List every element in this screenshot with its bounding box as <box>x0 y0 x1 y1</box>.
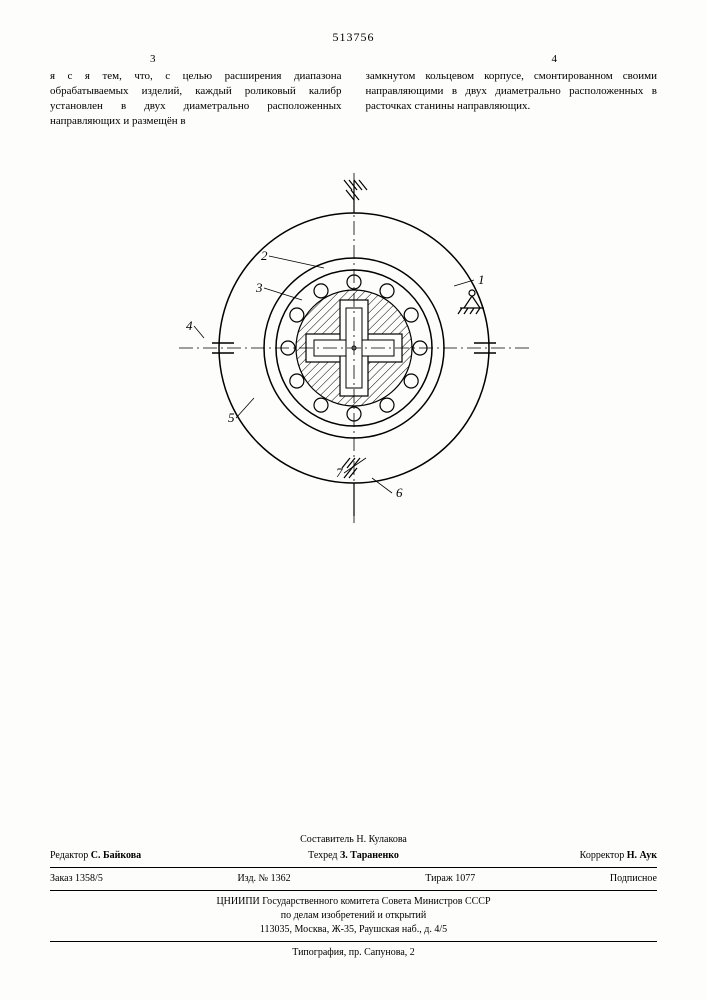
col-num-right: 4 <box>552 53 658 65</box>
roller <box>314 284 328 298</box>
callout-line <box>236 398 254 418</box>
corrector-name: Н. Аук <box>627 850 657 861</box>
typography-line: Типография, пр. Сапунова, 2 <box>50 946 657 960</box>
col-num-left: 3 <box>50 53 156 65</box>
techred-cell: Техред З. Тараненко <box>210 849 497 863</box>
callout-line <box>264 288 302 300</box>
callout-label-1: 1 <box>478 272 485 287</box>
roller <box>404 308 418 322</box>
techred-label: Техред <box>308 850 337 861</box>
editor-label: Редактор <box>50 850 88 861</box>
org-line-2: по делам изобретений и открытий <box>50 909 657 923</box>
callout-line <box>454 280 474 286</box>
callout-label-2: 2 <box>261 248 268 263</box>
credits-row: Редактор С. Байкова Техред З. Тараненко … <box>50 849 657 863</box>
roller <box>380 284 394 298</box>
callout-label-4: 4 <box>186 318 193 333</box>
ground-top <box>344 180 367 213</box>
ground-bottom <box>342 458 360 516</box>
column-numbers: 3 4 <box>50 53 657 65</box>
compiler-line: Составитель Н. Кулакова <box>50 833 657 847</box>
technical-diagram: 1 2 3 4 5 6 7 <box>174 168 534 528</box>
divider-3 <box>50 941 657 942</box>
callout-line <box>269 256 324 268</box>
left-column: я с я тем, что, с целью расширения диапа… <box>50 69 342 128</box>
callout-line <box>194 326 204 338</box>
divider-1 <box>50 867 657 868</box>
org-line-1: ЦНИИПИ Государственного комитета Совета … <box>50 895 657 909</box>
editor-cell: Редактор С. Байкова <box>50 849 210 863</box>
right-column: замкнутом кольцевом корпусе, смонтирован… <box>366 69 658 128</box>
roller <box>289 374 303 388</box>
divider-2 <box>50 890 657 891</box>
callout-label-5: 5 <box>228 410 235 425</box>
patent-page: 513756 3 4 я с я тем, что, с целью расши… <box>0 0 707 1000</box>
callout-label-7: 7 <box>336 465 343 480</box>
callout-label-6: 6 <box>396 485 403 500</box>
corrector-cell: Корректор Н. Аук <box>497 849 657 863</box>
callout-label-3: 3 <box>255 280 263 295</box>
two-column-text: я с я тем, что, с целью расширения диапа… <box>50 69 657 128</box>
figure-container: 1 2 3 4 5 6 7 <box>50 168 657 528</box>
roller <box>289 308 303 322</box>
techred-name: З. Тараненко <box>340 850 399 861</box>
tirazh: Тираж 1077 <box>425 872 475 886</box>
roller <box>404 374 418 388</box>
corrector-label: Корректор <box>580 850 625 861</box>
order-no: Заказ 1358/5 <box>50 872 103 886</box>
doc-number: 513756 <box>50 30 657 45</box>
roller <box>314 399 328 413</box>
print-info-row: Заказ 1358/5 Изд. № 1362 Тираж 1077 Подп… <box>50 872 657 886</box>
subscr: Подписное <box>610 872 657 886</box>
imprint-footer: Составитель Н. Кулакова Редактор С. Байк… <box>50 833 657 960</box>
editor-name: С. Байкова <box>91 850 141 861</box>
roller <box>380 399 394 413</box>
pivot-support <box>458 290 484 314</box>
izd-no: Изд. № 1362 <box>237 872 290 886</box>
address-line: 113035, Москва, Ж-35, Раушская наб., д. … <box>50 923 657 937</box>
